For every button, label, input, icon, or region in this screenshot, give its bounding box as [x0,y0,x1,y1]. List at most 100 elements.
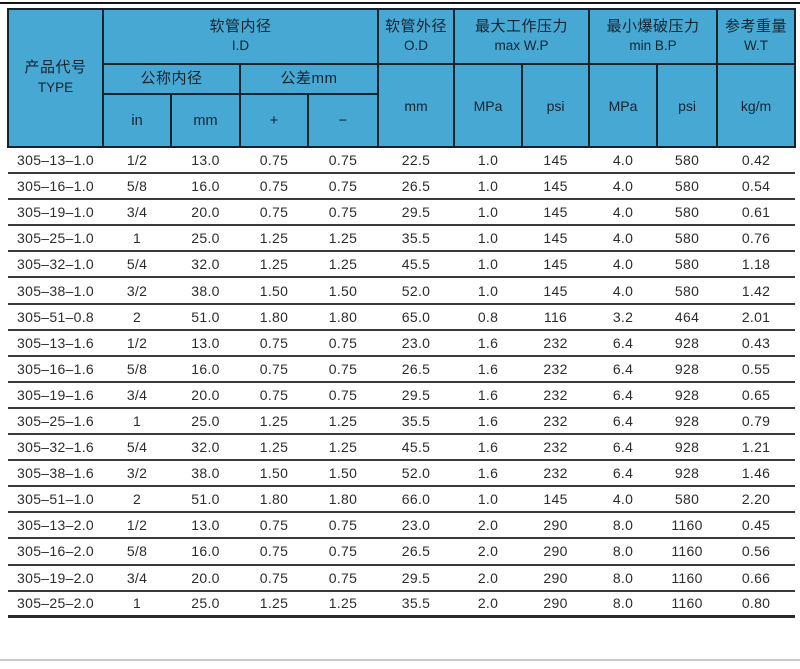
od-mm-cell: 29.5 [378,199,455,227]
bp-mpa-cell: 4.0 [589,486,658,514]
bp-mpa-cell: 4.0 [589,225,658,253]
header-row-3: in mm + − [8,93,795,148]
tol-plus-cell: 0.75 [240,512,308,540]
type-cell: 305–32–1.6 [8,434,103,462]
type-cell: 305–38–1.6 [8,460,103,488]
id-in-cell: 5/8 [103,355,171,383]
bp-psi-cell: 928 [657,329,718,357]
od-mm-cell: 66.0 [378,486,455,514]
wp-psi-cell: 232 [522,407,590,436]
header-product-type-en: TYPE [37,79,74,95]
wp-psi-cell: 145 [522,486,590,514]
tol-minus-cell: 1.80 [308,303,379,331]
tol-plus-cell: 1.25 [240,225,308,253]
tol-plus-cell: 0.75 [240,147,308,175]
weight-cell: 1.21 [717,434,796,462]
od-mm-cell: 35.5 [378,590,455,619]
wp-mpa-cell: 1.0 [454,486,523,514]
header-tolerance-zh: 公差mm [280,69,338,87]
table-row: 305–51–1.0 2 51.0 1.80 1.80 66.0 1.0 145 4.0 580 2… [8,486,796,514]
type-cell: 305–32–1.0 [8,251,103,279]
header-tolerance: 公差mm [238,63,380,95]
bp-psi-cell: 580 [657,277,718,305]
tol-minus-cell: 1.50 [308,460,379,488]
header-max-working-pressure-en: max W.P [494,38,549,54]
table-row: 305–13–1.0 1/2 13.0 0.75 0.75 22.5 1.0 145 4.0 58… [8,147,796,175]
weight-cell: 0.42 [717,147,796,175]
tol-minus-cell: 0.75 [308,199,379,227]
wp-psi-cell: 145 [522,277,590,305]
type-cell: 305–25–2.0 [8,590,103,619]
weight-cell: 0.66 [717,564,796,592]
bp-mpa-cell: 6.4 [589,434,658,462]
bp-mpa-cell: 6.4 [589,329,658,357]
id-in-cell: 1/2 [103,147,171,175]
tol-plus-cell: 0.75 [240,329,308,357]
wp-psi-cell: 232 [522,355,590,383]
header-inner-diameter-en: I.D [231,38,250,54]
wp-psi-cell: 145 [522,199,590,227]
table-row: 305–16–1.0 5/8 16.0 0.75 0.75 26.5 1.0 145 4.0 58… [8,173,796,201]
header-wp-unit-mpa: MPa [453,63,524,148]
bp-mpa-cell: 8.0 [589,590,658,619]
table-row: 305–19–2.0 3/4 20.0 0.75 0.75 29.5 2.0 290 8.0 11… [8,564,796,592]
bp-psi-cell: 928 [657,434,718,462]
bp-mpa-cell: 4.0 [589,277,658,305]
bp-psi-cell: 580 [657,147,718,175]
od-mm-cell: 22.5 [378,147,455,175]
bp-mpa-cell: 4.0 [589,147,658,175]
header-unit-in: in [102,93,172,148]
header-row-2: 公称内径 公差mm mm MPa psi MPa psi kg/m [8,63,797,148]
bp-mpa-cell: 6.4 [589,407,658,436]
wp-psi-cell: 116 [522,303,590,331]
id-in-cell: 3/4 [103,564,171,592]
wp-psi-cell: 232 [522,434,590,462]
weight-cell: 0.80 [717,590,796,619]
weight-cell: 0.76 [717,225,796,253]
bp-psi-cell: 464 [657,303,718,331]
tol-plus-cell: 1.25 [240,590,308,619]
header-wp-unit-psi: psi [521,63,591,148]
table-row: 305–16–2.0 5/8 16.0 0.75 0.75 26.5 2.0 290 8.0 11… [8,538,796,566]
wp-psi-cell: 232 [522,460,590,488]
tol-plus-cell: 0.75 [240,564,308,592]
tol-plus-cell: 1.80 [240,486,308,514]
id-mm-cell: 25.0 [171,590,240,619]
header-min-burst-pressure-group: 最小爆破压力 min B.P [588,8,719,65]
id-in-cell: 1 [103,225,171,253]
wp-mpa-cell: 2.0 [454,538,523,566]
bp-psi-cell: 928 [657,381,718,409]
type-cell: 305–13–1.0 [8,147,103,175]
wp-psi-cell: 290 [522,512,590,540]
bp-mpa-cell: 4.0 [589,173,658,201]
od-mm-cell: 26.5 [378,173,455,201]
od-mm-cell: 23.0 [378,329,455,357]
type-cell: 305–16–1.0 [8,173,103,201]
od-mm-cell: 52.0 [378,460,455,488]
tol-minus-cell: 0.75 [308,355,379,383]
header-nominal-diameter-zh: 公称内径 [140,69,203,87]
type-cell: 305–51–1.0 [8,486,103,514]
od-mm-cell: 26.5 [378,355,455,383]
bp-mpa-cell: 8.0 [589,512,658,540]
tol-minus-cell: 0.75 [308,147,379,175]
header-max-working-pressure-zh: 最大工作压力 [475,17,569,35]
bp-mpa-cell: 3.2 [589,303,658,331]
bp-psi-cell: 580 [657,173,718,201]
wp-mpa-cell: 1.0 [454,251,523,279]
wp-mpa-cell: 1.0 [454,173,523,201]
weight-cell: 0.45 [717,512,796,540]
id-mm-cell: 38.0 [171,460,240,488]
header-min-burst-pressure-en: min B.P [629,38,677,54]
type-cell: 305–51–0.8 [8,303,103,331]
type-cell: 305–25–1.6 [8,407,103,436]
wp-psi-cell: 232 [522,329,590,357]
id-mm-cell: 51.0 [171,486,240,514]
bp-mpa-cell: 8.0 [589,538,658,566]
table-row: 305–16–1.6 5/8 16.0 0.75 0.75 26.5 1.6 232 6.4 92… [8,355,796,383]
header-product-type: 产品代号 TYPE [7,8,104,148]
weight-cell: 2.01 [717,303,796,331]
id-mm-cell: 16.0 [171,538,240,566]
hose-spec-table: 产品代号 TYPE 软管内径 I.D 软管外径 O.D 最大工作压力 max W… [7,8,797,619]
id-in-cell: 5/8 [103,173,171,201]
